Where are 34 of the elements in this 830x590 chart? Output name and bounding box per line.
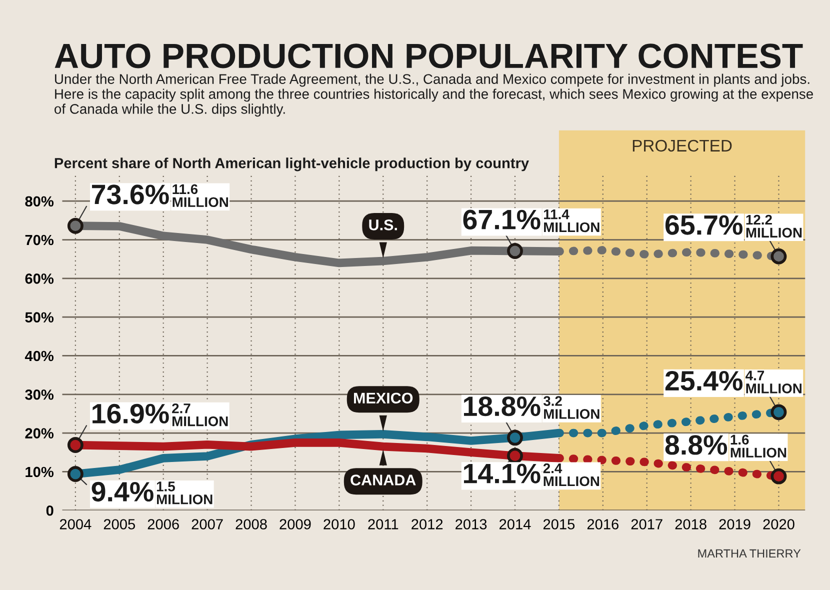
text: MEXICO [354, 392, 413, 404]
y-tick-label: 30% [25, 389, 54, 400]
x-tick-label: 2009 [280, 519, 311, 530]
x-tick-label: 2013 [456, 519, 487, 530]
x-tick-label: 2008 [236, 519, 267, 530]
y-tick-label: 80% [25, 196, 54, 207]
x-tick-label: 2018 [675, 519, 706, 530]
chart-title: AUTO PRODUCTION POPULARITY CONTEST [54, 44, 803, 68]
x-tick-label: 2020 [763, 519, 794, 530]
x-tick-label: 2019 [719, 519, 750, 530]
y-tick-label: 20% [25, 428, 54, 438]
y-tick-label: 0 [46, 505, 54, 516]
y-tick-label: 10% [26, 466, 54, 478]
x-tick-label: 2017 [631, 519, 662, 530]
y-tick-label: 40% [24, 350, 54, 362]
y-axis-title: Percent share of North American light-vehicle production by country [54, 158, 529, 172]
x-tick-label: 2006 [148, 519, 179, 530]
y-tick-label: 60% [25, 274, 54, 284]
y-tick-label: 70% [25, 234, 54, 246]
x-tick-label: 2015 [543, 519, 575, 530]
x-tick-label: 2010 [324, 519, 355, 530]
series-label: U.S. [369, 220, 397, 230]
x-tick-label: 2011 [368, 519, 398, 530]
x-tick-label: 2004 [60, 519, 92, 530]
x-tick-label: 2007 [192, 519, 223, 530]
series-label: CANADA [350, 474, 416, 486]
y-tick-label: 50% [25, 312, 54, 322]
chart-subtitle: Under the North American Free Trade Agreement, the U.S., Canada and Mexico compete for investment in plants and jobs. Here is the capacity split among the three countries historically and the forecast, which sees Mexico growing at the expense of Canada while the U.S. dips slightly. [54, 74, 813, 117]
x-tick-label: 2012 [412, 519, 443, 530]
band-label: PROJECTED [632, 140, 732, 152]
x-tick-label: 2005 [104, 519, 136, 530]
x-tick-label: 2014 [500, 519, 531, 530]
x-tick-label: 2016 [587, 519, 618, 530]
text: MARTHA THIERRY [698, 549, 801, 558]
